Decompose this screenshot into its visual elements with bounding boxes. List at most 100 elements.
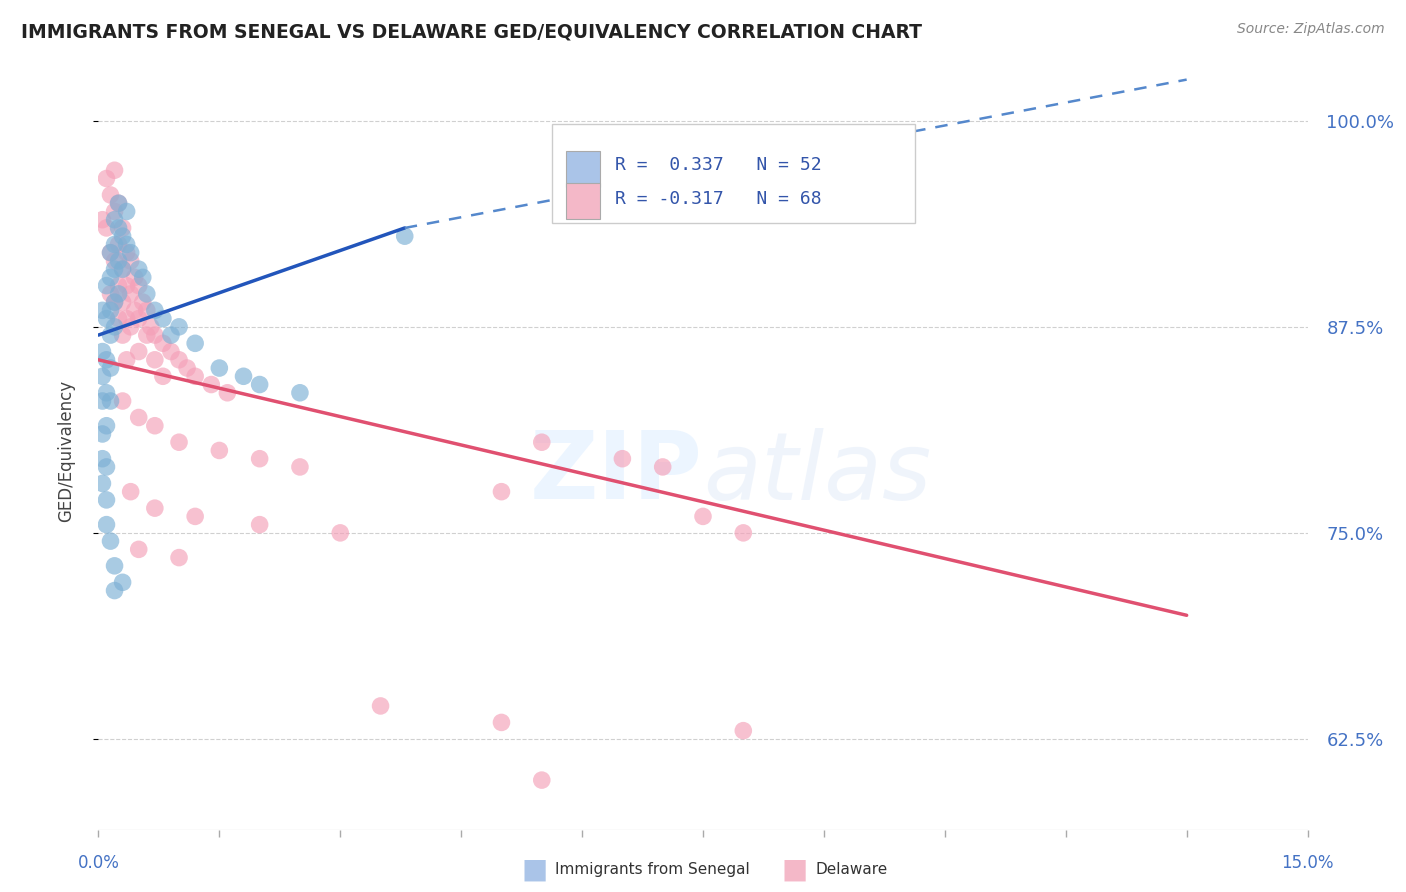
Point [100,361,122,376]
Point [530,435,553,450]
Point [612,451,634,466]
Point [115,278,138,293]
Point [132,295,155,310]
Point [91,344,114,359]
Point [91,394,114,409]
Point [115,204,138,219]
Point [184,509,207,524]
Point [96,517,118,532]
Point [107,196,129,211]
Point [370,698,392,713]
Point [91,476,114,491]
Point [107,196,129,211]
Point [120,286,142,301]
Text: IMMIGRANTS FROM SENEGAL VS DELAWARE GED/EQUIVALENCY CORRELATION CHART: IMMIGRANTS FROM SENEGAL VS DELAWARE GED/… [21,22,922,41]
Point [491,484,513,499]
Point [208,361,231,376]
Point [143,328,166,343]
Point [329,525,352,540]
Point [115,352,138,367]
Point [152,369,174,384]
Point [103,319,125,334]
Point [160,344,183,359]
Text: 15.0%: 15.0% [1281,855,1334,872]
Point [103,237,125,252]
Point [103,163,125,178]
Point [288,459,311,474]
Point [111,221,134,235]
Point [96,459,118,474]
Point [100,245,122,260]
Point [100,188,122,202]
Text: Immigrants from Senegal: Immigrants from Senegal [555,863,751,877]
Point [152,311,174,326]
Point [128,344,150,359]
Point [167,352,190,367]
Point [120,254,142,268]
Point [249,377,271,392]
Point [107,237,129,252]
Point [128,410,150,425]
Point [107,311,129,326]
Point [184,336,207,351]
Point [103,295,125,310]
Point [128,311,150,326]
Point [100,328,122,343]
Point [288,385,311,400]
Point [96,352,118,367]
Point [115,237,138,252]
Point [184,369,207,384]
Point [733,525,755,540]
Point [103,204,125,219]
Point [135,303,157,318]
Point [91,427,114,442]
Point [128,278,150,293]
Text: R = -0.317   N = 68: R = -0.317 N = 68 [614,191,821,209]
Point [124,270,146,285]
Point [111,328,134,343]
Point [132,270,155,285]
Point [96,385,118,400]
Point [115,311,138,326]
Point [96,418,118,433]
Point [91,303,114,318]
Point [139,319,162,334]
Point [128,262,150,277]
Point [111,262,134,277]
Point [100,270,122,285]
Point [111,229,134,244]
Text: ■: ■ [782,855,807,884]
Point [120,484,142,499]
Point [692,509,714,524]
Point [530,773,553,788]
Point [176,361,198,376]
Point [135,328,157,343]
Text: Delaware: Delaware [815,863,887,877]
Point [120,245,142,260]
Point [128,542,150,557]
Point [111,394,134,409]
Point [143,303,166,318]
Point [91,369,114,384]
Point [103,583,125,598]
Point [107,254,129,268]
Point [143,418,166,433]
Bar [567,151,600,186]
Text: Source: ZipAtlas.com: Source: ZipAtlas.com [1237,22,1385,37]
Point [96,492,118,507]
Point [91,451,114,466]
Point [91,212,114,227]
Point [107,221,129,235]
Point [96,278,118,293]
Point [103,254,125,268]
Text: 0.0%: 0.0% [77,855,120,872]
Point [135,286,157,301]
Point [143,352,166,367]
Point [232,369,254,384]
Text: atlas: atlas [703,427,931,519]
Point [394,229,416,244]
Point [249,451,271,466]
Point [100,534,122,549]
Point [111,262,134,277]
Point [167,550,190,565]
